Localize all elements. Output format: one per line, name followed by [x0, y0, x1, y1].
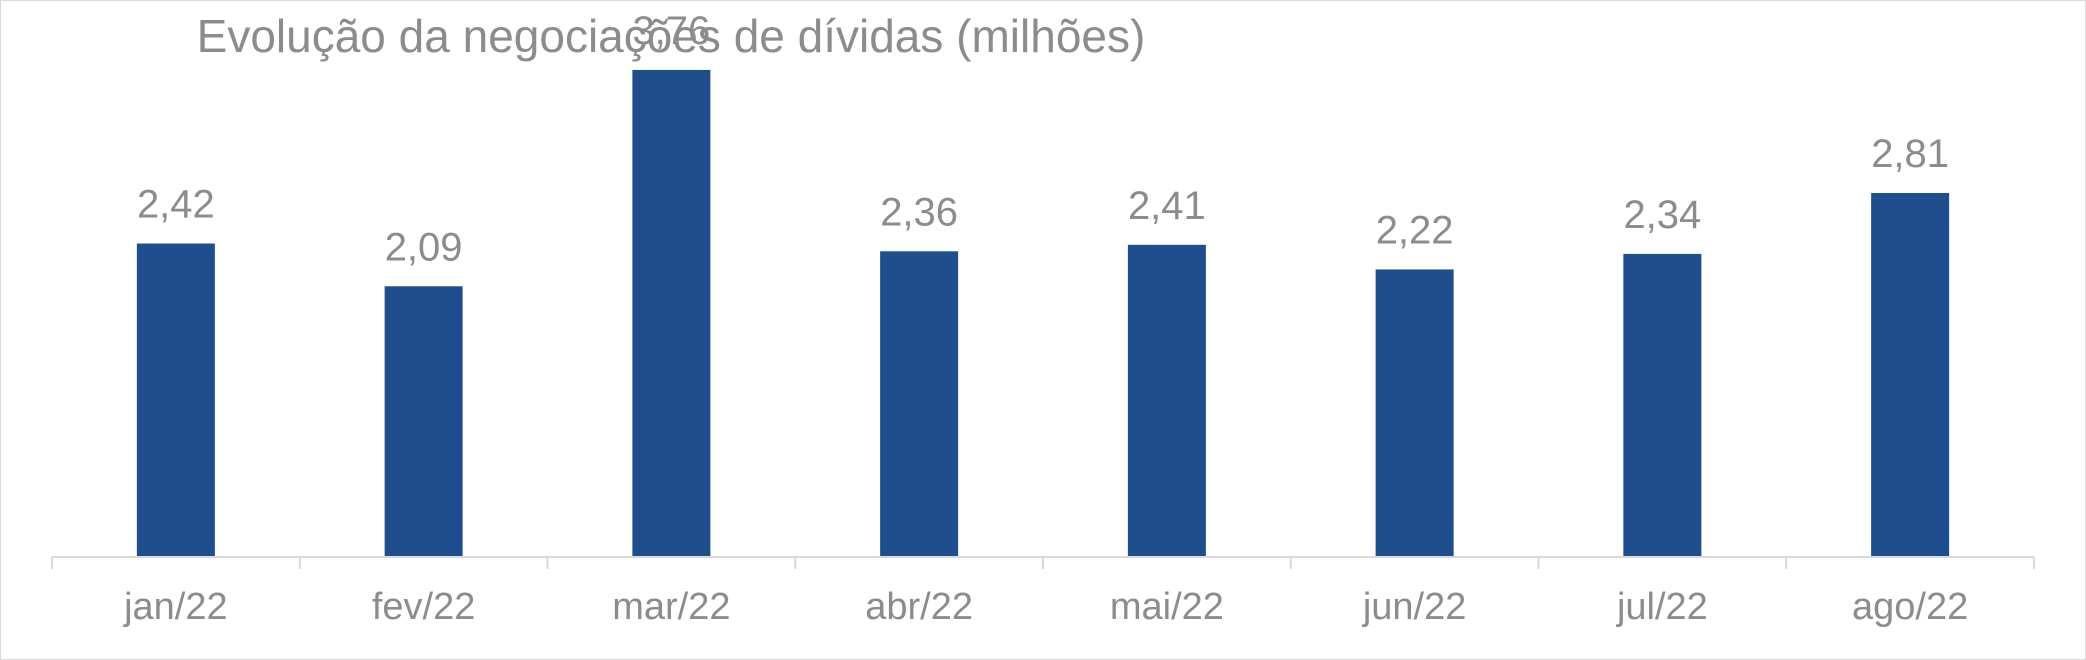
- bar-jul-22: [1623, 253, 1702, 557]
- x-axis: [51, 556, 2035, 569]
- x-tick-label: jun/22: [1362, 586, 1467, 628]
- data-label: 2,34: [1623, 193, 1701, 237]
- data-label: 2,09: [385, 225, 463, 269]
- bar-jun-22: [1375, 269, 1454, 557]
- bar-jan-22: [136, 243, 215, 557]
- bar-mai-22: [1127, 244, 1206, 557]
- data-label: 2,22: [1376, 208, 1454, 252]
- x-tick-label: jan/22: [123, 586, 228, 628]
- x-tick-label: fev/22: [372, 586, 476, 628]
- x-tick-label: mar/22: [612, 586, 730, 628]
- data-label: 2,41: [1128, 184, 1206, 228]
- x-tick-label: mai/22: [1110, 586, 1224, 628]
- x-tick-label: abr/22: [865, 586, 973, 628]
- labels-layer: 2,42 jan/22 2,09 fev/22 3,76 mar/22 2,36 abr/22…: [123, 9, 1968, 628]
- data-label: 2,81: [1871, 132, 1949, 176]
- bar-fev-22: [384, 286, 463, 557]
- data-label: 3,76: [632, 9, 710, 53]
- bars-layer: [136, 69, 1950, 558]
- bar-mar-22: [632, 69, 711, 557]
- bar-ago-22: [1871, 193, 1950, 558]
- bar-abr-22: [880, 251, 959, 557]
- data-label: 2,36: [880, 190, 958, 234]
- data-label: 2,42: [137, 183, 215, 227]
- chart-title: Evolução da negociações de dívidas (milh…: [196, 10, 1146, 62]
- x-tick-label: jul/22: [1616, 586, 1708, 628]
- x-tick-label: ago/22: [1852, 586, 1968, 628]
